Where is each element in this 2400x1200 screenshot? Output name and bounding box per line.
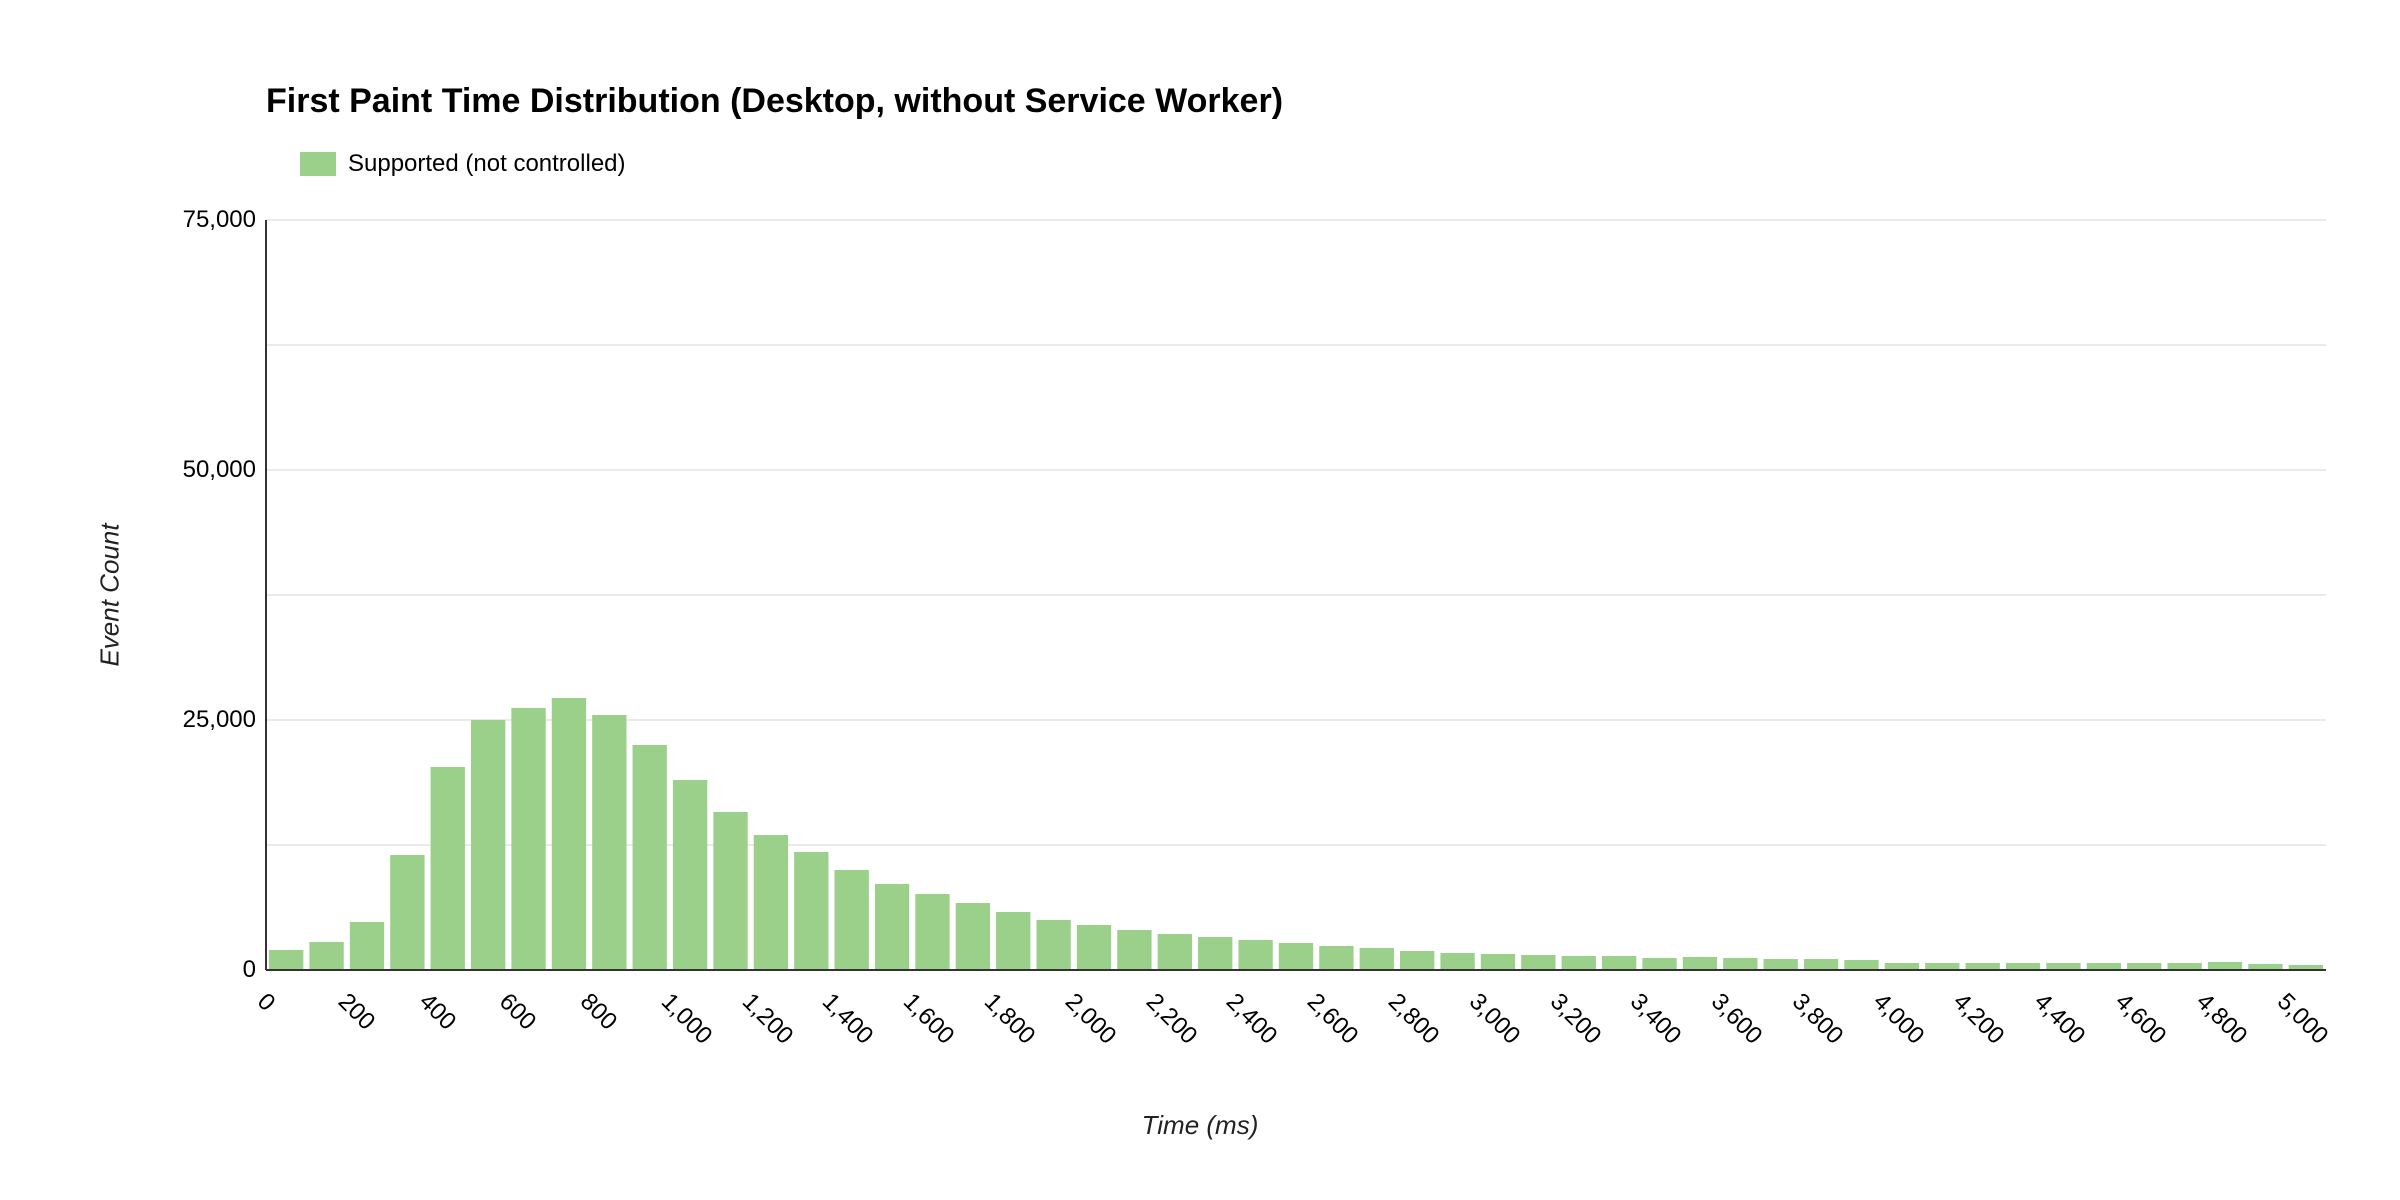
x-tick-label: 4,800 — [2190, 988, 2252, 1050]
histogram-bar — [1844, 960, 1878, 970]
x-tick-label: 3,800 — [1786, 988, 1848, 1050]
histogram-bar — [2167, 963, 2201, 970]
histogram-bar — [2208, 962, 2242, 970]
histogram-bar — [2087, 963, 2121, 970]
x-tick-label: 1,800 — [978, 988, 1040, 1050]
y-tick-label: 75,000 — [156, 206, 256, 234]
x-tick-label: 2,200 — [1140, 988, 1202, 1050]
x-tick-label: 600 — [494, 988, 542, 1036]
histogram-bar — [350, 922, 384, 970]
legend-label: Supported (not controlled) — [348, 150, 626, 178]
histogram-bar — [1077, 925, 1111, 970]
histogram-bar — [1804, 959, 1838, 970]
histogram-bar — [1400, 951, 1434, 970]
x-tick-label: 2,800 — [1382, 988, 1444, 1050]
histogram-bar — [754, 835, 788, 970]
histogram-bar — [1723, 958, 1757, 970]
histogram-bar — [1279, 943, 1313, 970]
histogram-bar — [713, 812, 747, 970]
histogram-bar — [1885, 963, 1919, 970]
x-tick-label: 1,200 — [736, 988, 798, 1050]
x-tick-label: 0 — [251, 988, 280, 1017]
x-tick-label: 2,600 — [1301, 988, 1363, 1050]
x-tick-label: 2,400 — [1221, 988, 1283, 1050]
histogram-bar — [875, 884, 909, 970]
chart-legend: Supported (not controlled) — [300, 150, 626, 178]
x-tick-label: 400 — [413, 988, 461, 1036]
histogram-bar — [633, 745, 667, 970]
histogram-bar — [794, 852, 828, 970]
x-tick-label: 2,000 — [1059, 988, 1121, 1050]
histogram-bar — [2127, 963, 2161, 970]
histogram-bar — [1764, 959, 1798, 970]
x-axis-label: Time (ms) — [0, 1110, 2400, 1141]
x-tick-label: 4,200 — [1948, 988, 2010, 1050]
plot-area — [266, 220, 2326, 970]
x-tick-label: 1,000 — [655, 988, 717, 1050]
histogram-bar — [996, 912, 1030, 970]
bars — [269, 698, 2323, 970]
histogram-bar — [511, 708, 545, 970]
histogram-bar — [309, 942, 343, 970]
histogram-bar — [1642, 958, 1676, 970]
histogram-bar — [2046, 963, 2080, 970]
x-tick-label: 4,000 — [1867, 988, 1929, 1050]
x-tick-label: 4,600 — [2109, 988, 2171, 1050]
histogram-bar — [1562, 956, 1596, 970]
x-tick-label: 1,600 — [897, 988, 959, 1050]
x-tick-label: 4,400 — [2028, 988, 2090, 1050]
chart-title: First Paint Time Distribution (Desktop, … — [266, 82, 1283, 121]
legend-swatch — [300, 152, 336, 176]
y-tick-label: 50,000 — [156, 456, 256, 484]
histogram-bar — [1440, 953, 1474, 970]
histogram-bar — [673, 780, 707, 970]
histogram-bar — [592, 715, 626, 970]
histogram-bar — [269, 950, 303, 970]
x-tick-label: 3,200 — [1544, 988, 1606, 1050]
x-tick-label: 3,400 — [1625, 988, 1687, 1050]
x-tick-label: 5,000 — [2271, 988, 2333, 1050]
histogram-bar — [1198, 937, 1232, 970]
y-tick-label: 0 — [156, 956, 256, 984]
y-tick-label: 25,000 — [156, 706, 256, 734]
histogram-bar — [956, 903, 990, 970]
histogram-bar — [1683, 957, 1717, 970]
histogram-bar — [1117, 930, 1151, 970]
histogram-bar — [835, 870, 869, 970]
x-tick-label: 3,600 — [1705, 988, 1767, 1050]
y-axis-label: Event Count — [95, 523, 126, 666]
histogram-bar — [1036, 920, 1070, 970]
histogram-bar — [390, 855, 424, 970]
histogram-bar — [471, 720, 505, 970]
histogram-bar — [552, 698, 586, 970]
histogram-bar — [1481, 954, 1515, 970]
histogram-bar — [2006, 963, 2040, 970]
histogram-bar — [1238, 940, 1272, 970]
x-tick-label: 800 — [574, 988, 622, 1036]
x-tick-label: 200 — [332, 988, 380, 1036]
histogram-chart: First Paint Time Distribution (Desktop, … — [0, 0, 2400, 1200]
histogram-bar — [1319, 946, 1353, 970]
histogram-bar — [1360, 948, 1394, 970]
histogram-bar — [431, 767, 465, 970]
histogram-bar — [1966, 963, 2000, 970]
x-tick-label: 3,000 — [1463, 988, 1525, 1050]
x-tick-label: 1,400 — [817, 988, 879, 1050]
histogram-bar — [915, 894, 949, 970]
histogram-bar — [1925, 963, 1959, 970]
histogram-bar — [1521, 955, 1555, 970]
histogram-bar — [1158, 934, 1192, 970]
histogram-bar — [1602, 956, 1636, 970]
